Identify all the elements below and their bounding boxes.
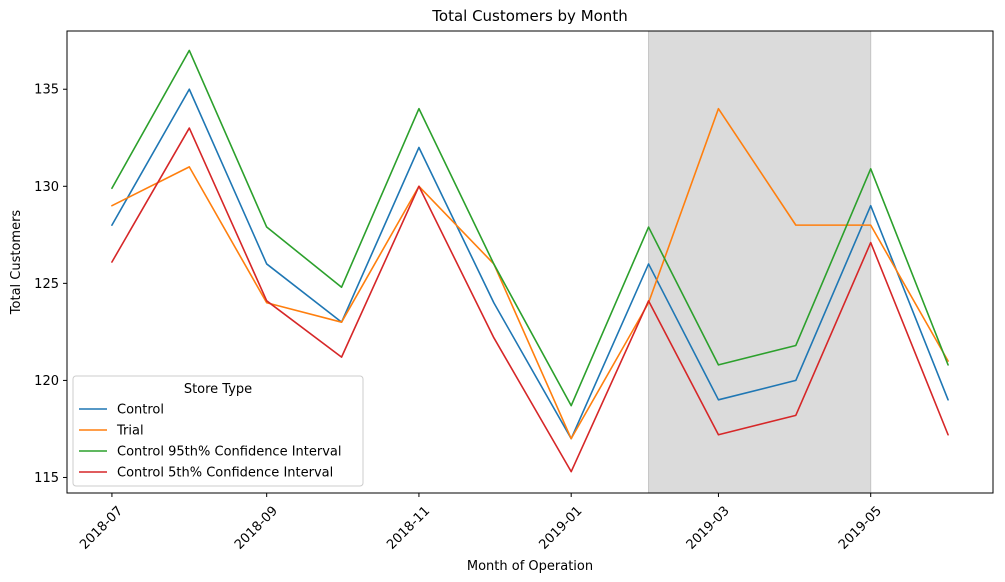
y-tick-label: 115 xyxy=(34,471,59,486)
legend-label-0: Control xyxy=(117,403,164,418)
series-layer xyxy=(111,49,949,473)
legend: Store Type Control Trial Control 95th% Conf… xyxy=(72,375,364,487)
legend-label-1: Trial xyxy=(116,424,144,439)
series-line-1 xyxy=(111,107,949,440)
highlight-span xyxy=(648,30,872,494)
legend-label-3: Control 5th% Confidence Interval xyxy=(117,466,333,481)
plot-frame xyxy=(66,30,994,494)
x-axis-label: Month of Operation xyxy=(467,559,593,574)
series-line-3 xyxy=(111,127,949,473)
y-tick-label: 135 xyxy=(34,83,59,98)
chart-title: Total Customers by Month xyxy=(431,7,627,25)
series-line-2 xyxy=(111,49,949,407)
y-tick-label: 130 xyxy=(34,180,59,195)
legend-title: Store Type xyxy=(184,382,252,397)
series-line-0 xyxy=(111,88,949,440)
y-tick-label: 125 xyxy=(34,277,59,292)
y-axis: 115 120 125 130 135 xyxy=(34,83,67,486)
y-axis-label: Total Customers xyxy=(9,210,24,316)
highlight-layer xyxy=(648,30,872,494)
y-tick-label: 120 xyxy=(34,374,59,389)
legend-box xyxy=(72,375,364,487)
legend-label-2: Control 95th% Confidence Interval xyxy=(117,445,342,460)
